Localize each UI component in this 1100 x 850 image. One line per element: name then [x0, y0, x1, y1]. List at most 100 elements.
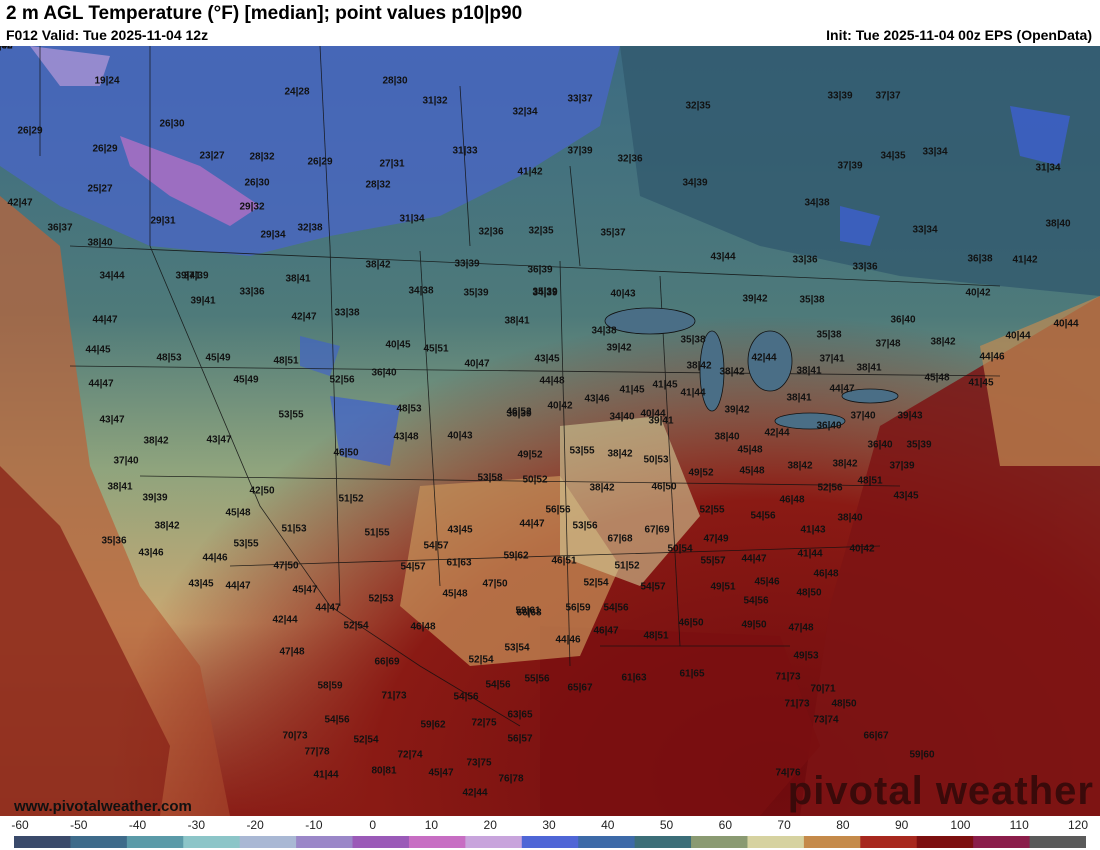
point-value-label: 37|48 — [875, 338, 901, 350]
point-value-label: 48|50 — [796, 587, 822, 599]
point-value-label: 39|42 — [724, 404, 750, 416]
point-value-label: 36|39 — [506, 408, 532, 420]
point-value-label: 34|40 — [609, 411, 635, 423]
point-value-label: 39|42 — [742, 293, 768, 305]
point-value-label: 47|49 — [703, 533, 729, 545]
point-value-label: 48|53 — [156, 352, 182, 364]
point-value-label: 54|57 — [423, 540, 449, 552]
point-value-label: 73|75 — [466, 757, 492, 769]
point-value-label: 51|55 — [364, 527, 390, 539]
point-value-label: 41|42 — [517, 166, 543, 178]
site-url[interactable]: www.pivotalweather.com — [14, 798, 192, 815]
point-value-label: 50|53 — [643, 454, 669, 466]
point-value-label: 33|36 — [852, 261, 878, 273]
point-value-label: 33|34 — [912, 224, 938, 236]
point-value-label: 41|45 — [968, 377, 994, 389]
colorbar-tick-label: 110 — [1009, 818, 1029, 832]
point-value-label: 34|38 — [591, 325, 617, 337]
point-value-label: 38|42 — [589, 482, 615, 494]
point-value-label: 47|48 — [279, 646, 305, 658]
point-value-label: 39|39 — [142, 492, 168, 504]
map-title: 2 m AGL Temperature (°F) [median]; point… — [6, 3, 523, 24]
point-value-label: 40|43 — [447, 430, 473, 442]
point-value-label: 26|30 — [159, 118, 185, 130]
point-value-label: 38|41 — [856, 362, 882, 374]
colorbar-gradient — [14, 836, 1086, 848]
point-value-label: 53|54 — [504, 642, 530, 654]
point-value-label: 63|65 — [507, 709, 533, 721]
point-value-label: 48|51 — [273, 355, 299, 367]
point-value-label: 49|52 — [688, 467, 714, 479]
colorbar-segment — [465, 836, 523, 848]
point-value-label: 34|39 — [532, 287, 558, 299]
point-value-label: 40|44 — [1005, 330, 1031, 342]
point-value-label: 34|38 — [804, 197, 830, 209]
point-value-label: 66|67 — [863, 730, 889, 742]
colorbar-segment — [916, 836, 974, 848]
point-value-label: 70|73 — [282, 730, 308, 742]
point-value-label: 54|57 — [640, 581, 666, 593]
point-value-label: 31|33 — [452, 145, 478, 157]
point-value-label: 44|47 — [519, 518, 545, 530]
colorbar-segment — [634, 836, 692, 848]
point-value-label: 50|52 — [522, 474, 548, 486]
point-value-label: 41|44 — [680, 387, 706, 399]
point-value-label: 59|62 — [503, 550, 529, 562]
point-value-label: 42|44 — [462, 787, 488, 799]
point-value-label: 48|53 — [396, 403, 422, 415]
point-value-label: 39|41 — [648, 415, 674, 427]
point-value-label: 43|45 — [447, 524, 473, 536]
point-value-label: 43|45 — [534, 353, 560, 365]
point-value-label: 45|48 — [924, 372, 950, 384]
point-value-label: 46|50 — [333, 447, 359, 459]
point-value-label: 44|48 — [539, 375, 565, 387]
point-value-label: 38|41 — [285, 273, 311, 285]
temperature-map[interactable]: 19|24 26|29 26|29 25|27 42|47 36|37 38|40 26|30… — [0, 46, 1100, 816]
point-value-label: 44|46 — [979, 351, 1005, 363]
point-value-label: 76|78 — [498, 773, 524, 785]
point-value-label: 49|52 — [517, 449, 543, 461]
point-value-label: 37|39 — [183, 270, 209, 282]
point-value-label: 49|51 — [710, 581, 736, 593]
point-value-label: 29|34 — [260, 229, 286, 241]
point-value-label: 42|44 — [764, 427, 790, 439]
point-value-label: 51|52 — [614, 560, 640, 572]
point-value-label: 43|47 — [99, 414, 125, 426]
point-value-label: 29|32 — [239, 201, 265, 213]
point-value-label: 48|51 — [643, 630, 669, 642]
point-value-label: 77|78 — [304, 746, 330, 758]
colorbar-tick-label: -50 — [70, 818, 88, 832]
point-value-label: 36|40 — [890, 314, 916, 326]
point-value-label: 70|71 — [810, 683, 836, 695]
point-value-label: 33|38 — [334, 307, 360, 319]
point-value-label: 47|50 — [273, 560, 299, 572]
point-value-label: 31|32 — [422, 95, 448, 107]
point-value-label: 26|29 — [17, 125, 43, 137]
point-value-label: 48|50 — [831, 698, 857, 710]
point-value-label: 37|37 — [875, 90, 901, 102]
point-value-label: 36|40 — [371, 367, 397, 379]
point-value-label: 79|82 — [0, 46, 13, 52]
point-value-label: 54|57 — [400, 561, 426, 573]
point-value-label: 44|47 — [829, 383, 855, 395]
point-value-label: 38|42 — [365, 259, 391, 271]
point-value-label: 59|62 — [420, 719, 446, 731]
point-value-label: 53|55 — [278, 409, 304, 421]
point-value-label: 28|32 — [249, 151, 275, 163]
point-value-label: 42|44 — [751, 352, 777, 364]
point-value-label: 44|47 — [92, 314, 118, 326]
colorbar-tick-label: 120 — [1067, 818, 1089, 832]
map-header: 2 m AGL Temperature (°F) [median]; point… — [0, 0, 1100, 46]
point-value-label: 53|55 — [569, 445, 595, 457]
colorbar-segment — [691, 836, 748, 848]
point-value-label: 25|27 — [87, 183, 113, 195]
colorbar-tick-label: -60 — [11, 818, 29, 832]
point-value-label: 45|49 — [233, 374, 259, 386]
point-value-label: 54|56 — [485, 679, 511, 691]
point-value-label: 38|42 — [154, 520, 180, 532]
point-value-label: 38|40 — [87, 237, 113, 249]
colorbar-segment — [408, 836, 466, 848]
point-value-label: 72|74 — [397, 749, 423, 761]
colorbar-segment — [352, 836, 410, 848]
point-value-label: 45|48 — [739, 465, 765, 477]
